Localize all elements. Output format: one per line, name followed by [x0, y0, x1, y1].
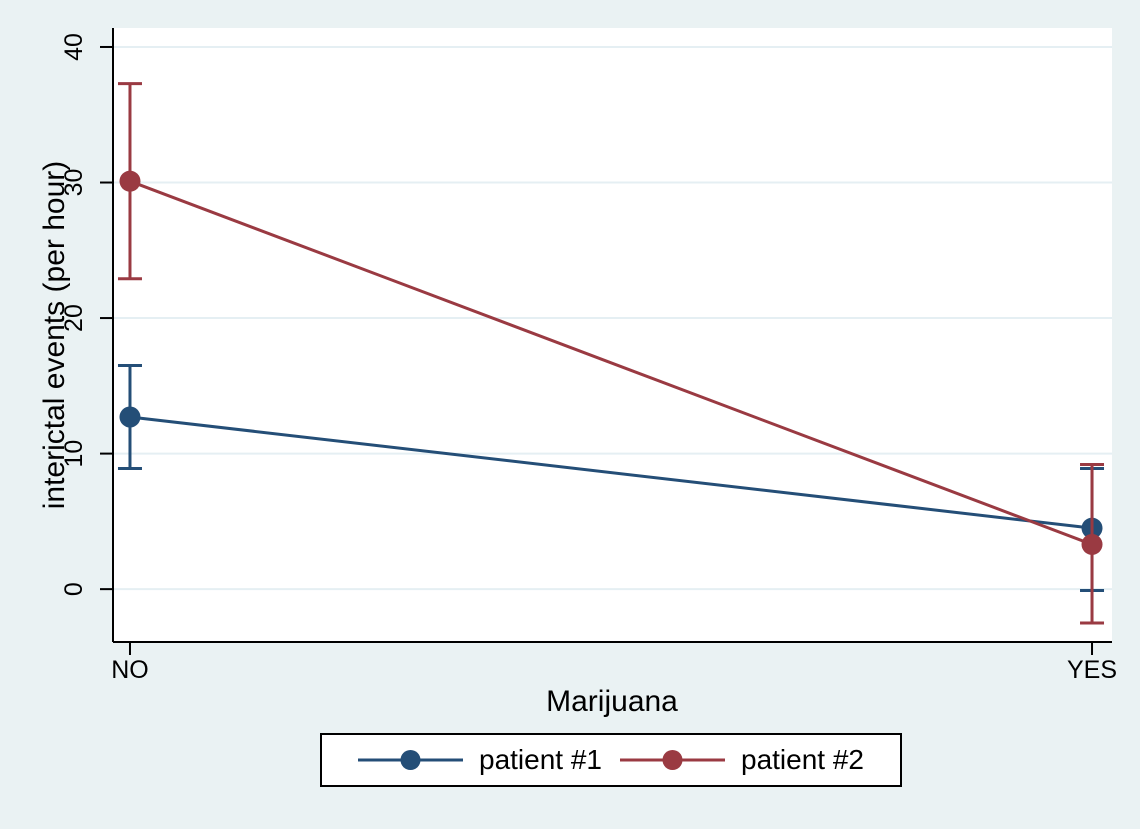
legend-entry-patient-2: patient #2 — [620, 744, 864, 776]
x-tick-label: YES — [1067, 656, 1117, 684]
legend-marker — [400, 750, 421, 770]
patient-2-line-marker-symbol — [620, 750, 725, 770]
legend-label-patient-2: patient #2 — [741, 744, 864, 775]
series-patient-2 — [117, 82, 1105, 625]
legend-entry-patient-1: patient #1 — [358, 744, 602, 776]
data-point-marker — [119, 406, 141, 428]
plot-background — [113, 28, 1112, 642]
x-tick-label: NO — [111, 656, 149, 684]
y-tick-label: 30 — [60, 169, 88, 197]
y-tick-label: 10 — [60, 440, 88, 468]
x-axis-title: Marijuana — [546, 685, 678, 718]
y-tick-label: 20 — [60, 304, 88, 332]
patient-1-line-marker-symbol — [358, 750, 463, 770]
legend-label-patient-1: patient #1 — [479, 744, 602, 775]
y-tick-label: 40 — [60, 33, 88, 61]
series-patient-1 — [117, 363, 1105, 592]
y-tick-label: 0 — [60, 582, 88, 596]
data-point-marker — [1081, 533, 1103, 555]
y-axis-title: interictal events (per hour) — [38, 160, 71, 510]
legend-marker — [662, 750, 683, 770]
data-point-marker — [119, 170, 141, 192]
series-line — [129, 415, 1093, 530]
series-line — [129, 179, 1093, 546]
legend: patient #1 patient #2 — [320, 733, 902, 787]
